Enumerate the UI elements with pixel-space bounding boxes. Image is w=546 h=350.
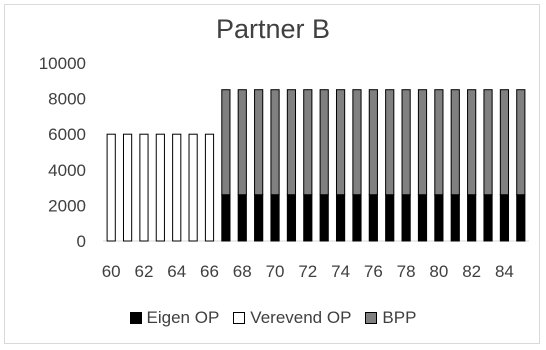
bar-segment bbox=[385, 89, 395, 196]
chart-legend: Eigen OP Verevend OP BPP bbox=[0, 308, 546, 328]
x-tick-label: 84 bbox=[495, 262, 514, 281]
x-tick-label: 76 bbox=[364, 262, 383, 281]
legend-label: Verevend OP bbox=[250, 308, 352, 327]
bar-segment bbox=[188, 133, 198, 242]
bar-segment bbox=[270, 89, 280, 196]
y-tick-label: 0 bbox=[77, 232, 86, 251]
bar-segment bbox=[417, 89, 428, 196]
bar-segment bbox=[254, 194, 264, 242]
x-tick-label: 78 bbox=[397, 262, 416, 281]
legend-swatch bbox=[129, 312, 142, 324]
bar-segment bbox=[254, 89, 264, 196]
legend-label: Eigen OP bbox=[146, 308, 220, 327]
bar-segment bbox=[499, 89, 510, 196]
bar-segment bbox=[221, 89, 231, 196]
bar-segment bbox=[106, 133, 116, 242]
x-tick-label: 80 bbox=[429, 262, 448, 281]
y-tick-label: 2000 bbox=[48, 196, 86, 215]
bar-segment bbox=[368, 89, 378, 196]
bar-segment bbox=[499, 194, 510, 242]
bar-segment bbox=[450, 89, 460, 196]
legend-item: Eigen OP bbox=[129, 308, 220, 328]
bar-segment bbox=[155, 133, 165, 242]
bar-segment bbox=[335, 89, 346, 196]
bar-segment bbox=[401, 194, 411, 242]
x-tick-label: 72 bbox=[298, 262, 317, 281]
x-tick-label: 66 bbox=[200, 262, 219, 281]
y-tick-label: 6000 bbox=[48, 125, 86, 144]
bar-segment bbox=[352, 89, 362, 196]
bar-segment bbox=[286, 89, 297, 196]
bar-segment bbox=[139, 133, 149, 242]
legend-item: Verevend OP bbox=[233, 308, 351, 328]
bar-segment bbox=[483, 89, 493, 196]
legend-item: BPP bbox=[365, 308, 416, 328]
bar-segment bbox=[237, 194, 247, 242]
bar-segment bbox=[467, 89, 477, 196]
bar-segment bbox=[516, 194, 526, 242]
bar-segment bbox=[385, 194, 395, 242]
y-tick-label: 10000 bbox=[39, 54, 86, 73]
bar-segment bbox=[286, 194, 297, 242]
bar-segment bbox=[516, 89, 526, 196]
bar-segment bbox=[221, 194, 231, 242]
bar-segment bbox=[352, 194, 362, 242]
bar-segment bbox=[401, 89, 411, 196]
bar-segment bbox=[204, 133, 215, 242]
bar-segment bbox=[237, 89, 247, 196]
x-tick-label: 60 bbox=[102, 262, 121, 281]
x-tick-label: 82 bbox=[462, 262, 481, 281]
x-tick-label: 68 bbox=[233, 262, 252, 281]
legend-swatch bbox=[365, 312, 378, 324]
bar-segment bbox=[467, 194, 477, 242]
bar-segment bbox=[434, 89, 444, 196]
chart-title: Partner B bbox=[215, 14, 331, 44]
x-tick-label: 70 bbox=[266, 262, 285, 281]
bar-segment bbox=[303, 194, 313, 242]
x-tick-label: 64 bbox=[167, 262, 186, 281]
bar-segment bbox=[303, 89, 313, 196]
bar-segment bbox=[270, 194, 280, 242]
bar-segment bbox=[434, 194, 444, 242]
bar-segment bbox=[172, 133, 182, 242]
x-tick-label: 62 bbox=[134, 262, 153, 281]
bar-segment bbox=[450, 194, 460, 242]
bar-segment bbox=[319, 194, 329, 242]
y-tick-label: 8000 bbox=[48, 90, 86, 109]
bar-segment bbox=[122, 133, 133, 242]
legend-label: BPP bbox=[382, 308, 417, 327]
bar-segment bbox=[368, 194, 378, 242]
legend-swatch bbox=[233, 312, 246, 324]
y-tick-label: 4000 bbox=[48, 161, 86, 180]
bar-segment bbox=[483, 194, 493, 242]
bar-segment bbox=[417, 194, 428, 242]
bar-segment bbox=[319, 89, 329, 196]
bar-segment bbox=[335, 194, 346, 242]
x-tick-label: 74 bbox=[331, 262, 350, 281]
